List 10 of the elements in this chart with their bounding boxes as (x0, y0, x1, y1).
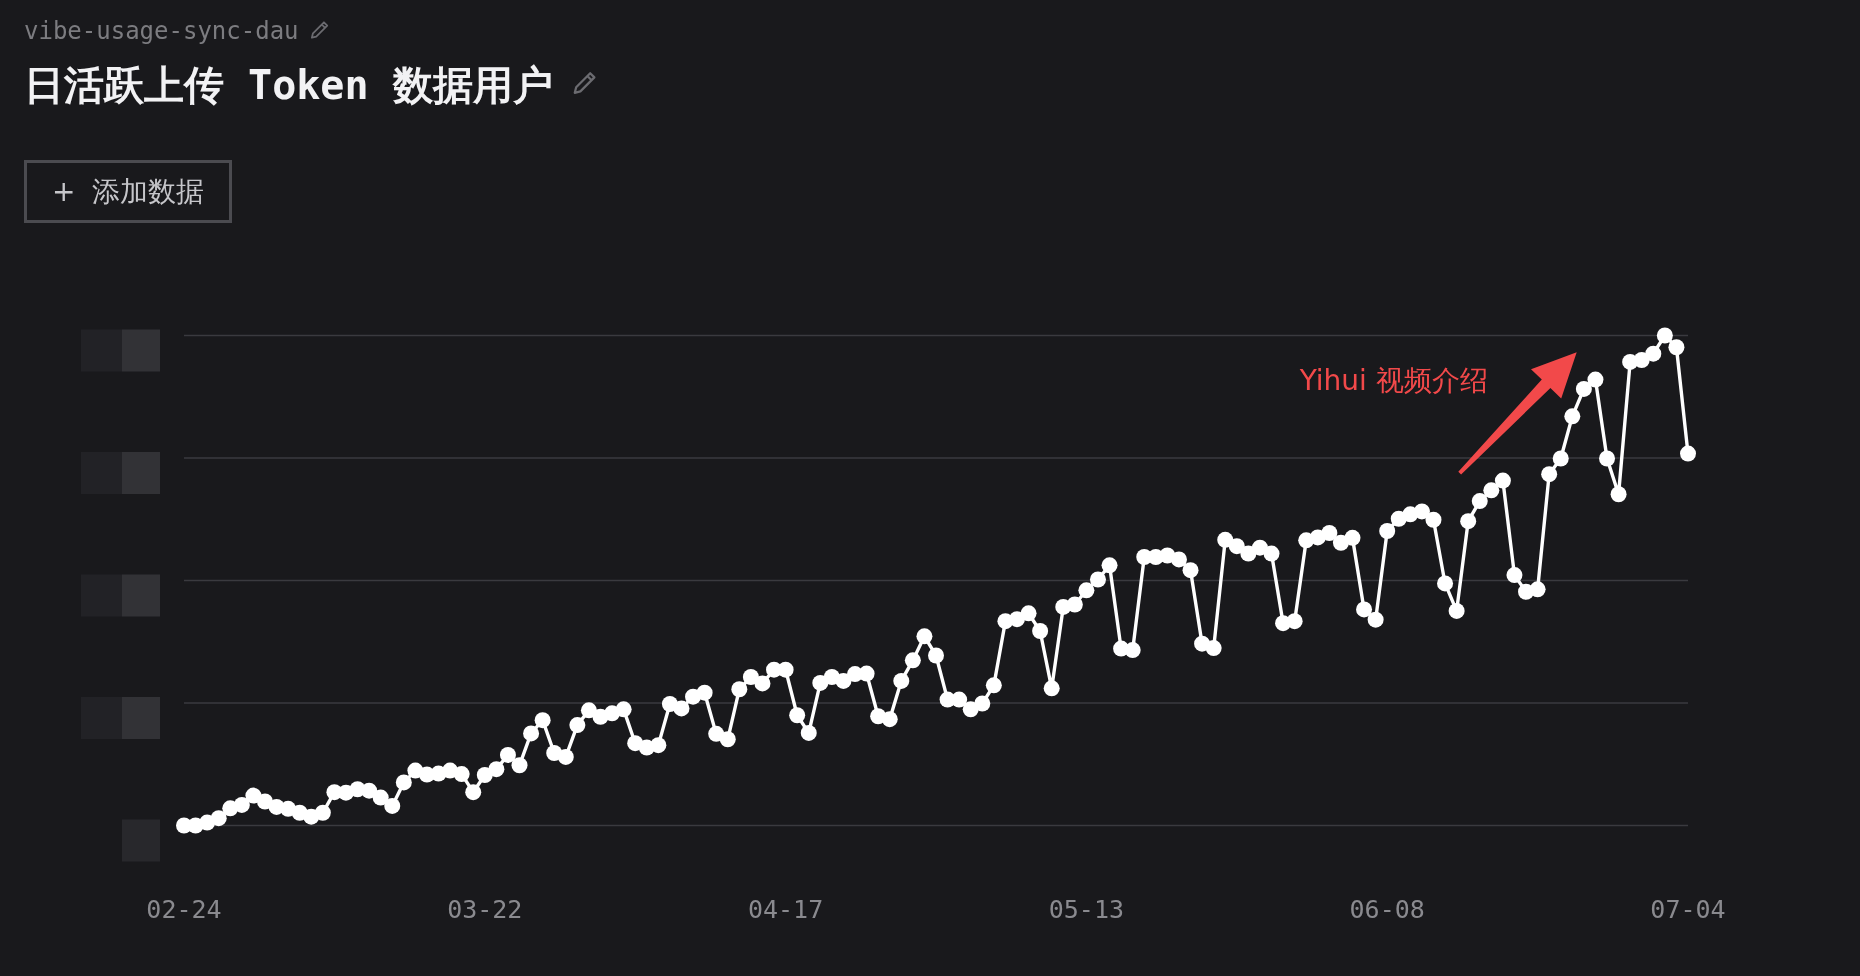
annotation: Yihui 视频介绍 (1298, 364, 1488, 398)
x-tick-label: 05-13 (1048, 895, 1125, 924)
x-tick-label: 03-22 (447, 895, 523, 924)
x-tick-label: 06-08 (1349, 895, 1425, 924)
x-tick-label: 07-04 (1650, 895, 1726, 924)
x-tick-label: 04-17 (747, 895, 824, 924)
x-tick-label: 02-24 (146, 895, 222, 924)
chart-title: 日活跃上传 Token 数据用户 (24, 62, 553, 108)
chart-subtitle: vibe-usage-sync-dau (24, 17, 299, 45)
text: + 添加数据 (24, 160, 233, 223)
